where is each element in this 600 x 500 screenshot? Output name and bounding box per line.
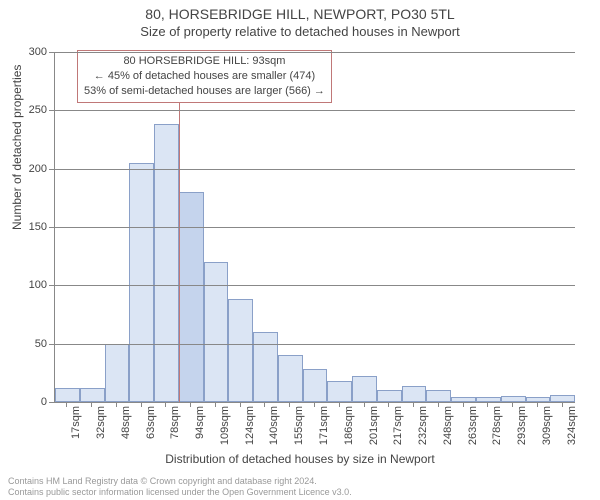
y-tick-label: 200 [29, 163, 47, 175]
y-tick-label: 250 [29, 104, 47, 116]
plot-area: 80 HORSEBRIDGE HILL: 93sqm ← 45% of deta… [54, 52, 575, 403]
x-tick-label: 17sqm [70, 406, 82, 439]
y-axis-title: Number of detached properties [10, 65, 24, 230]
x-tick-label: 63sqm [145, 406, 157, 439]
bar [303, 369, 328, 402]
bar [55, 388, 80, 402]
page-title: 80, HORSEBRIDGE HILL, NEWPORT, PO30 5TL [0, 6, 600, 22]
bar [352, 376, 377, 402]
x-tick-label: 124sqm [244, 406, 256, 445]
x-tick-label: 155sqm [293, 406, 305, 445]
y-tick-label: 300 [29, 46, 47, 58]
footer: Contains HM Land Registry data © Crown c… [8, 476, 352, 498]
x-tick-label: 324sqm [566, 406, 578, 445]
x-tick-label: 140sqm [268, 406, 280, 445]
x-axis-title: Distribution of detached houses by size … [0, 452, 600, 466]
bar [550, 395, 575, 402]
gridline [55, 110, 575, 111]
annotation-line3: 53% of semi-detached houses are larger (… [84, 84, 325, 99]
x-tick-label: 32sqm [95, 406, 107, 439]
x-tick-label: 94sqm [194, 406, 206, 439]
gridline [55, 52, 575, 53]
x-tick-label: 263sqm [467, 406, 479, 445]
footer-line1: Contains HM Land Registry data © Crown c… [8, 476, 352, 487]
x-tick-label: 78sqm [169, 406, 181, 439]
bar [253, 332, 278, 402]
y-tick-label: 0 [41, 396, 47, 408]
gridline [55, 285, 575, 286]
x-tick-label: 293sqm [516, 406, 528, 445]
annotation-box: 80 HORSEBRIDGE HILL: 93sqm ← 45% of deta… [77, 50, 332, 103]
x-tick-label: 48sqm [120, 406, 132, 439]
annotation-line2: ← 45% of detached houses are smaller (47… [84, 69, 325, 84]
footer-line2: Contains public sector information licen… [8, 487, 352, 498]
page-subtitle: Size of property relative to detached ho… [0, 24, 600, 39]
bar [278, 355, 303, 402]
x-tick-label: 201sqm [368, 406, 380, 445]
gridline [55, 227, 575, 228]
bar [204, 262, 229, 402]
x-tick-label: 248sqm [442, 406, 454, 445]
bar [80, 388, 105, 402]
bar [426, 390, 451, 402]
gridline [55, 169, 575, 170]
x-tick-label: 232sqm [417, 406, 429, 445]
bar [402, 386, 427, 402]
bar [154, 124, 179, 402]
bar [377, 390, 402, 402]
annotation-line1: 80 HORSEBRIDGE HILL: 93sqm [84, 54, 325, 69]
x-tick-label: 109sqm [219, 406, 231, 445]
chart-area: 80 HORSEBRIDGE HILL: 93sqm ← 45% of deta… [54, 52, 574, 402]
y-tick-label: 150 [29, 221, 47, 233]
x-tick-label: 278sqm [491, 406, 503, 445]
y-tick-label: 50 [35, 338, 47, 350]
bar [327, 381, 352, 402]
bar [179, 192, 204, 402]
x-tick-label: 186sqm [343, 406, 355, 445]
x-tick-label: 171sqm [318, 406, 330, 445]
x-tick-label: 217sqm [392, 406, 404, 445]
bar [129, 163, 154, 402]
bar [105, 344, 130, 402]
bar [228, 299, 253, 402]
gridline [55, 344, 575, 345]
y-tick-label: 100 [29, 279, 47, 291]
x-tick-label: 309sqm [541, 406, 553, 445]
